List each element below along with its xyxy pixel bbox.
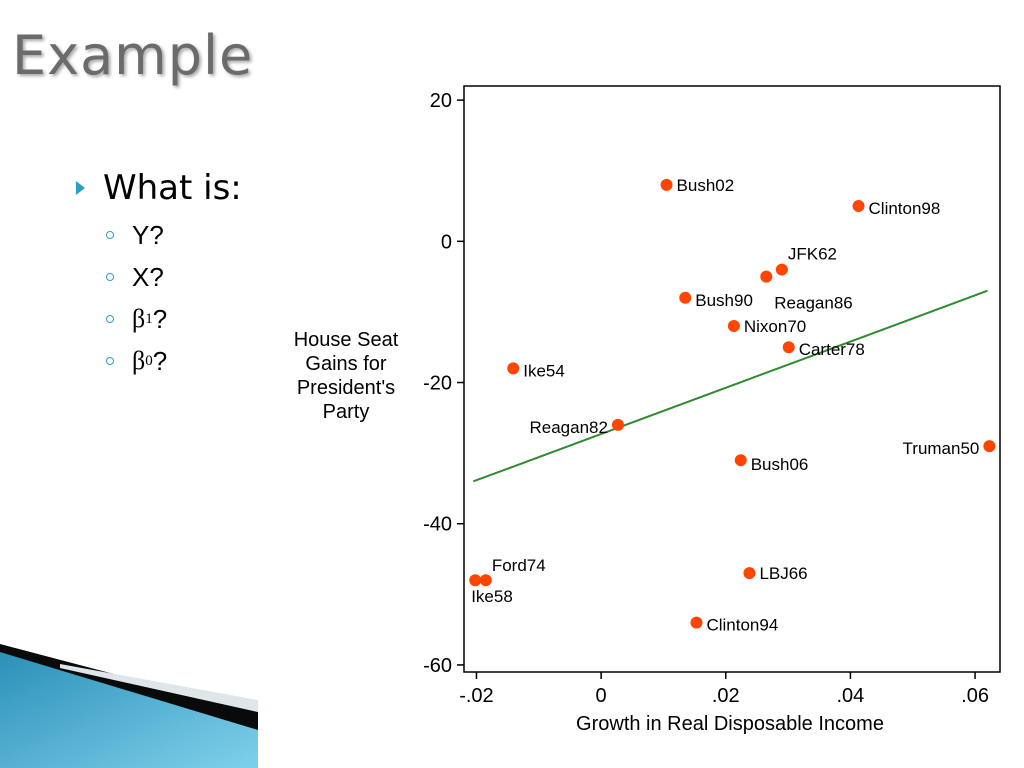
fit-line — [473, 289, 988, 483]
sub-bullet-list: Y? X? β 1? β 0? — [106, 214, 242, 382]
y-tick-label: -60 — [423, 655, 452, 677]
data-point — [983, 440, 996, 453]
data-point — [679, 291, 692, 304]
x-tick-label: .04 — [837, 685, 865, 707]
main-bullet: What is: — [76, 168, 242, 208]
y-tick-label: 20 — [430, 90, 452, 112]
circle-bullet-icon — [106, 315, 114, 323]
circle-bullet-icon — [106, 231, 114, 239]
swoosh-light-stripe — [60, 664, 258, 712]
data-point — [690, 616, 703, 629]
sub-item-symbol: β — [132, 304, 146, 333]
swoosh-blue-shape — [0, 648, 258, 768]
point-label: Carter78 — [799, 340, 865, 359]
point-label: Bush06 — [751, 455, 809, 474]
sub-item-symbol: Y — [132, 219, 150, 250]
sub-item-subscript: 0 — [145, 352, 153, 369]
triangle-bullet-icon — [76, 181, 85, 195]
sub-item-symbol: β — [132, 346, 146, 375]
sub-item-beta1: β 1? — [106, 298, 242, 340]
y-tick-label: 0 — [441, 231, 452, 253]
sub-item-suffix: ? — [152, 345, 168, 376]
data-point — [760, 270, 773, 283]
sub-item-suffix: ? — [149, 219, 164, 250]
sub-item-suffix: ? — [152, 303, 168, 334]
point-label: Reagan86 — [774, 294, 852, 313]
data-point — [743, 567, 756, 580]
decorative-swoosh — [0, 644, 258, 768]
y-axis-label-line: Gains for — [305, 353, 386, 375]
point-label: Clinton94 — [706, 616, 778, 635]
point-label: Ford74 — [492, 556, 546, 575]
x-tick-label: -.02 — [459, 685, 493, 707]
data-point — [734, 454, 747, 467]
data-point — [775, 263, 788, 276]
point-label: Bush02 — [677, 176, 735, 195]
sub-item-symbol: X — [132, 261, 150, 292]
sub-item-x: X? — [106, 256, 242, 298]
point-label: Truman50 — [903, 439, 980, 458]
y-tick-label: -40 — [423, 514, 452, 536]
sub-item-subscript: 1 — [145, 310, 153, 327]
data-point — [727, 320, 740, 333]
y-tick-label: -20 — [423, 373, 452, 395]
point-label: Reagan82 — [529, 418, 607, 437]
point-label: Ike58 — [471, 587, 513, 606]
point-label: Clinton98 — [869, 199, 941, 218]
data-point — [782, 341, 795, 354]
x-axis-label: Growth in Real Disposable Income — [576, 713, 884, 735]
sub-item-suffix: ? — [149, 261, 164, 292]
plot-frame — [463, 85, 1001, 673]
point-label: Nixon70 — [744, 317, 806, 336]
y-axis-label-line: President's — [297, 377, 395, 399]
point-label: LBJ66 — [759, 564, 807, 583]
data-point — [611, 418, 624, 431]
point-label: Bush90 — [695, 291, 753, 310]
slide-title: Example — [12, 24, 254, 87]
circle-bullet-icon — [106, 273, 114, 281]
data-point — [507, 362, 520, 375]
point-label: JFK62 — [788, 245, 837, 264]
sub-item-y: Y? — [106, 214, 242, 256]
point-label: Ike54 — [523, 361, 565, 380]
data-point — [479, 574, 492, 587]
y-axis-label-line: Party — [323, 401, 370, 423]
x-tick-label: .02 — [712, 685, 740, 707]
data-point — [852, 200, 865, 213]
circle-bullet-icon — [106, 357, 114, 365]
y-axis-label-line: House Seat — [294, 329, 399, 351]
x-tick-label: .06 — [961, 685, 989, 707]
data-point — [660, 178, 673, 191]
bullet-list: What is: Y? X? β 1? β 0? — [76, 168, 242, 382]
x-tick-label: 0 — [596, 685, 607, 707]
question-text: What is: — [103, 168, 242, 208]
data-point — [469, 574, 482, 587]
sub-item-beta0: β 0? — [106, 340, 242, 382]
